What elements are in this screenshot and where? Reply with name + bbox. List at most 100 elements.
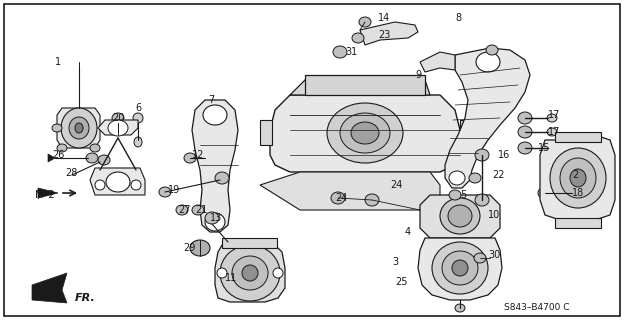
Ellipse shape	[442, 251, 478, 285]
Text: 24: 24	[335, 193, 348, 203]
Text: 14: 14	[378, 13, 390, 23]
Polygon shape	[418, 238, 502, 300]
Ellipse shape	[351, 122, 379, 144]
Text: 17: 17	[548, 127, 560, 137]
Ellipse shape	[327, 103, 403, 163]
Ellipse shape	[432, 242, 488, 294]
Text: 24: 24	[390, 180, 402, 190]
Ellipse shape	[215, 172, 229, 184]
Text: FR.: FR.	[75, 293, 95, 303]
Text: 28: 28	[65, 168, 77, 178]
Ellipse shape	[440, 198, 480, 234]
Bar	[222, 238, 277, 248]
Ellipse shape	[52, 124, 62, 132]
Text: 11: 11	[225, 273, 237, 283]
Ellipse shape	[518, 142, 532, 154]
Ellipse shape	[333, 46, 347, 58]
Text: 30: 30	[488, 250, 500, 260]
Ellipse shape	[570, 169, 586, 187]
Text: 23: 23	[378, 30, 391, 40]
Ellipse shape	[184, 153, 196, 163]
Ellipse shape	[547, 128, 557, 136]
Polygon shape	[57, 108, 100, 148]
Ellipse shape	[475, 194, 489, 206]
Ellipse shape	[133, 113, 143, 123]
Ellipse shape	[518, 126, 532, 138]
Polygon shape	[540, 135, 615, 220]
Text: 16: 16	[498, 150, 510, 160]
Ellipse shape	[547, 114, 557, 122]
Polygon shape	[32, 273, 67, 303]
Text: 20: 20	[112, 113, 124, 123]
Bar	[260, 120, 272, 145]
Text: 26: 26	[52, 150, 64, 160]
Polygon shape	[38, 188, 58, 198]
Ellipse shape	[61, 108, 97, 148]
Ellipse shape	[486, 45, 498, 55]
Polygon shape	[420, 195, 500, 238]
Ellipse shape	[90, 144, 100, 152]
Ellipse shape	[550, 148, 606, 208]
Ellipse shape	[449, 190, 461, 200]
Text: 9: 9	[415, 70, 421, 80]
Ellipse shape	[352, 33, 364, 43]
Polygon shape	[290, 80, 430, 95]
Polygon shape	[215, 245, 285, 302]
Polygon shape	[360, 22, 418, 45]
Text: 8: 8	[455, 13, 461, 23]
Text: 10: 10	[488, 210, 500, 220]
Ellipse shape	[69, 117, 89, 139]
Text: 22: 22	[492, 170, 504, 180]
Ellipse shape	[134, 137, 142, 147]
Ellipse shape	[340, 113, 390, 153]
Text: 27: 27	[178, 205, 190, 215]
Ellipse shape	[474, 253, 486, 263]
Text: 1: 1	[55, 57, 61, 67]
Ellipse shape	[538, 187, 552, 199]
Ellipse shape	[365, 194, 379, 206]
Ellipse shape	[205, 212, 219, 224]
Text: 3: 3	[392, 257, 398, 267]
Ellipse shape	[242, 265, 258, 281]
Ellipse shape	[192, 205, 204, 215]
Polygon shape	[445, 48, 530, 188]
Text: 4: 4	[405, 227, 411, 237]
Text: 31: 31	[345, 47, 358, 57]
Ellipse shape	[273, 268, 283, 278]
Polygon shape	[260, 172, 440, 210]
Ellipse shape	[98, 155, 110, 165]
Text: 17: 17	[548, 110, 560, 120]
Polygon shape	[192, 100, 238, 232]
Text: 7: 7	[208, 95, 214, 105]
Text: S843–B4700 C: S843–B4700 C	[504, 303, 570, 313]
Ellipse shape	[190, 240, 210, 256]
Text: 25: 25	[395, 277, 407, 287]
Ellipse shape	[95, 180, 105, 190]
Ellipse shape	[359, 17, 371, 27]
Ellipse shape	[108, 120, 128, 136]
Ellipse shape	[452, 260, 468, 276]
Ellipse shape	[220, 245, 280, 301]
Polygon shape	[420, 52, 455, 72]
Ellipse shape	[57, 144, 67, 152]
Text: 6: 6	[135, 103, 141, 113]
Bar	[305, 75, 425, 95]
Ellipse shape	[449, 171, 465, 185]
Text: 12: 12	[192, 150, 205, 160]
Bar	[555, 218, 601, 228]
Ellipse shape	[131, 180, 141, 190]
Text: 15: 15	[538, 143, 550, 153]
Ellipse shape	[176, 205, 188, 215]
Text: 18: 18	[572, 188, 584, 198]
Ellipse shape	[455, 304, 465, 312]
Ellipse shape	[112, 113, 124, 123]
Ellipse shape	[159, 187, 171, 197]
Polygon shape	[270, 95, 460, 172]
Text: 5: 5	[460, 190, 466, 200]
Ellipse shape	[448, 205, 472, 227]
Ellipse shape	[560, 158, 596, 198]
Ellipse shape	[203, 105, 227, 125]
Text: 21: 21	[195, 205, 207, 215]
Ellipse shape	[106, 172, 130, 192]
Text: 13: 13	[210, 213, 222, 223]
